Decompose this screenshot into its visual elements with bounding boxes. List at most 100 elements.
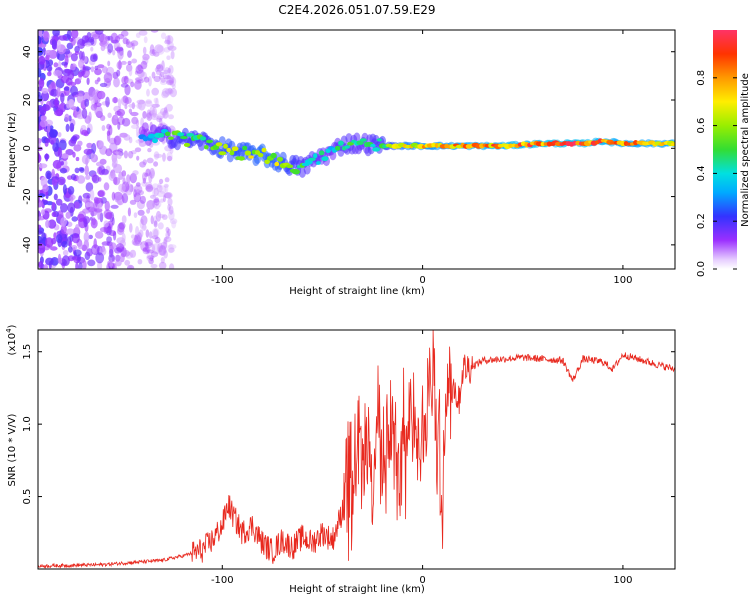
noise-speckle [142,46,147,55]
noise-speckle [169,88,177,98]
noise-speckle [153,161,159,167]
noise-speckle [167,204,171,211]
noise-speckle [78,262,83,269]
noise-speckle [171,83,176,90]
noise-speckle [115,259,122,267]
noise-speckle [134,234,141,245]
noise-speckle [70,53,78,62]
noise-speckle [164,75,172,83]
ridge-core-mark [344,145,350,149]
noise-speckle [146,157,154,164]
noise-speckle [53,70,62,77]
noise-speckle [75,156,80,162]
noise-speckle [91,247,97,254]
noise-speckle [147,255,155,260]
noise-speckle [142,247,147,252]
y-tick-label: 1.0 [22,416,33,432]
noise-speckle [143,76,150,83]
noise-speckle [43,264,49,269]
noise-speckle [149,106,155,116]
ridge-core-mark [200,136,207,141]
noise-speckle [146,249,154,254]
noise-speckle [171,220,177,229]
ridge-core-mark [223,143,228,149]
noise-speckle [140,71,147,80]
noise-speckle [124,97,132,104]
snr-line [38,330,675,569]
noise-speckle [130,81,135,88]
noise-speckle [50,88,59,97]
noise-speckle [136,199,145,210]
noise-speckle [124,259,131,266]
noise-speckle [132,170,139,176]
noise-speckle [157,222,164,230]
ridge-core-mark [347,141,354,146]
noise-speckle [45,170,52,180]
noise-speckle [108,242,117,250]
noise-speckle [149,194,157,199]
colorbar: 0.0 0.2 0.4 0.6 0.8 Normalized spectral ampl… [696,30,750,277]
x-tick-label: 0 [419,275,425,286]
noise-speckle [45,219,50,229]
noise-speckle [164,67,170,77]
noise-speckle [153,187,159,197]
noise-speckle [128,103,136,108]
noise-speckle [73,144,82,152]
noise-speckle [107,60,111,67]
noise-speckle [152,201,158,208]
spectrogram-y-ticks: -40 -20 0 20 40 [22,45,675,253]
noise-speckle [157,213,165,219]
x-tick-label: -100 [211,275,234,286]
noise-speckle [73,201,80,209]
noise-speckle [139,218,144,229]
ridge-core-mark [231,146,239,152]
noise-speckle [150,215,154,225]
noise-speckle [166,41,174,50]
noise-speckle [157,190,166,198]
noise-speckle [156,64,162,70]
noise-speckle [149,49,157,57]
noise-speckle [39,120,48,128]
ridge-core-mark [186,133,195,137]
noise-speckle [82,91,91,103]
noise-speckle [52,142,60,152]
noise-speckle [142,159,147,166]
noise-speckle [154,44,164,54]
noise-speckle [168,209,175,221]
noise-speckle [156,117,163,123]
ridge-core-mark [177,132,185,137]
noise-speckle [68,37,74,42]
noise-speckle [168,244,177,250]
noise-speckle [41,209,45,216]
noise-speckle [140,215,148,226]
noise-speckle [71,233,80,244]
x-tick-label: 100 [613,275,632,286]
noise-speckle [59,103,64,110]
noise-speckle [60,224,67,234]
noise-speckle [76,93,84,104]
noise-speckle [117,121,121,130]
noise-speckle [137,209,145,216]
noise-speckle [136,155,140,161]
noise-speckle [135,226,140,236]
snr-y-ticks: 0.5 1.0 1.5 [22,344,675,505]
noise-speckle [129,223,133,233]
noise-speckle [167,155,173,162]
noise-speckle [97,140,105,148]
noise-speckle [70,173,77,181]
noise-speckle [38,110,41,117]
noise-speckle [167,87,173,94]
noise-speckle [131,238,139,246]
noise-speckle [163,183,169,188]
spectrogram-x-label: Height of straight line (km) [289,286,425,297]
noise-speckle [38,43,47,48]
noise-speckle [95,231,104,239]
noise-speckle [53,232,57,240]
noise-speckle [60,217,67,227]
noise-speckle [111,216,115,226]
noise-speckle [163,192,172,199]
noise-speckle [124,104,128,110]
noise-speckle [163,238,168,249]
noise-speckle [164,236,172,243]
noise-speckle [145,186,153,191]
